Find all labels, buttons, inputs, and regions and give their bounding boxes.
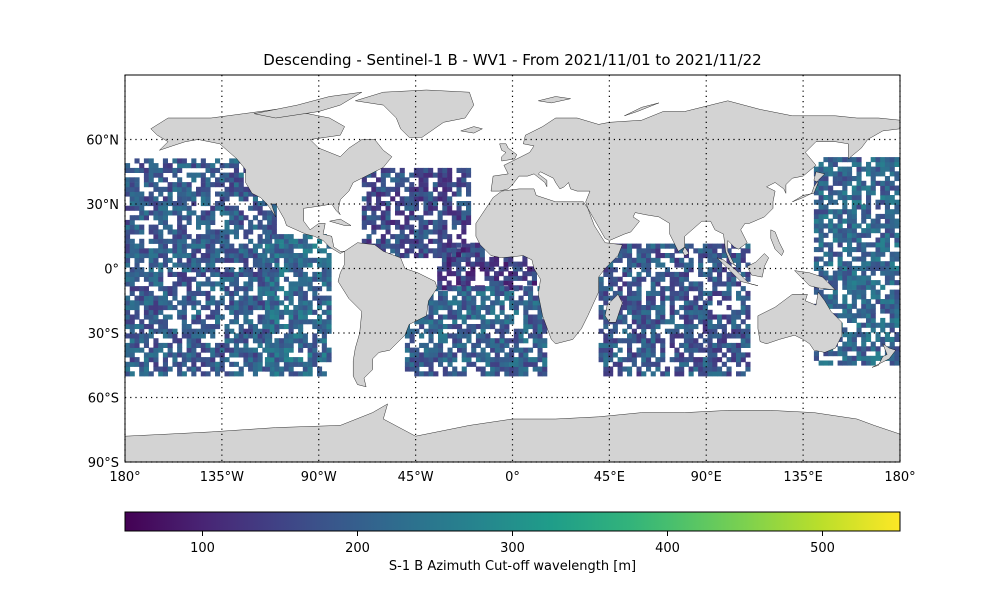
- land-svalbard: [538, 96, 571, 104]
- lon-tick-label: 135°W: [200, 470, 244, 485]
- lon-tick-label: 0°: [505, 470, 520, 485]
- land-iceland: [460, 126, 483, 134]
- land-north-america: [150, 109, 393, 254]
- lat-tick-label: 30°S: [88, 327, 119, 342]
- land-novaya-zemlya: [624, 102, 659, 116]
- lon-tick-label: 45°E: [594, 470, 625, 485]
- land-africa: [475, 188, 623, 345]
- lon-tick-label: 180°: [109, 470, 140, 485]
- lon-tick-label: 90°W: [301, 470, 337, 485]
- map-title: Descending - Sentinel-1 B - WV1 - From 2…: [263, 51, 762, 69]
- land-greenland: [355, 89, 475, 138]
- land-japan: [792, 171, 826, 202]
- colorbar-tick-label: 200: [345, 541, 370, 556]
- land-sri-lanka: [682, 246, 690, 256]
- colorbar-label: S-1 B Azimuth Cut-off wavelength [m]: [388, 559, 637, 574]
- colorbar-tick-label: 100: [190, 541, 215, 556]
- lat-tick-label: 0°: [104, 263, 119, 278]
- lat-tick-label: 60°N: [86, 134, 119, 149]
- lon-tick-label: 135°E: [783, 470, 823, 485]
- land-australia: [757, 291, 843, 353]
- swath-region: [264, 234, 332, 377]
- data-swaths: [125, 157, 900, 377]
- colorbar-tick-label: 400: [655, 541, 680, 556]
- swath-region: [125, 158, 277, 377]
- land-indonesia: [716, 257, 758, 286]
- land-new-guinea: [793, 270, 836, 291]
- land-cuba: [329, 218, 352, 226]
- lon-tick-label: 45°W: [398, 470, 434, 485]
- swath-region: [361, 167, 472, 259]
- land-canadian-archipelago: [254, 92, 362, 119]
- land-new-zealand: [871, 343, 897, 368]
- colorbar-tick-label: 500: [810, 541, 835, 556]
- colorbar-tick-label: 300: [500, 541, 525, 556]
- land-philippines: [770, 229, 785, 256]
- lat-tick-label: 30°N: [86, 198, 119, 213]
- land-eurasia: [490, 100, 900, 267]
- lat-tick-label: 60°S: [88, 392, 119, 407]
- lon-tick-label: 180°: [884, 470, 915, 485]
- lon-tick-label: 90°E: [691, 470, 722, 485]
- land-uk: [499, 143, 518, 162]
- map-frame: [124, 74, 901, 463]
- lat-tick-label: 90°S: [88, 456, 119, 471]
- land-borneo: [746, 253, 769, 278]
- land-south-america: [337, 242, 438, 388]
- colorbar-gradient: [124, 511, 901, 532]
